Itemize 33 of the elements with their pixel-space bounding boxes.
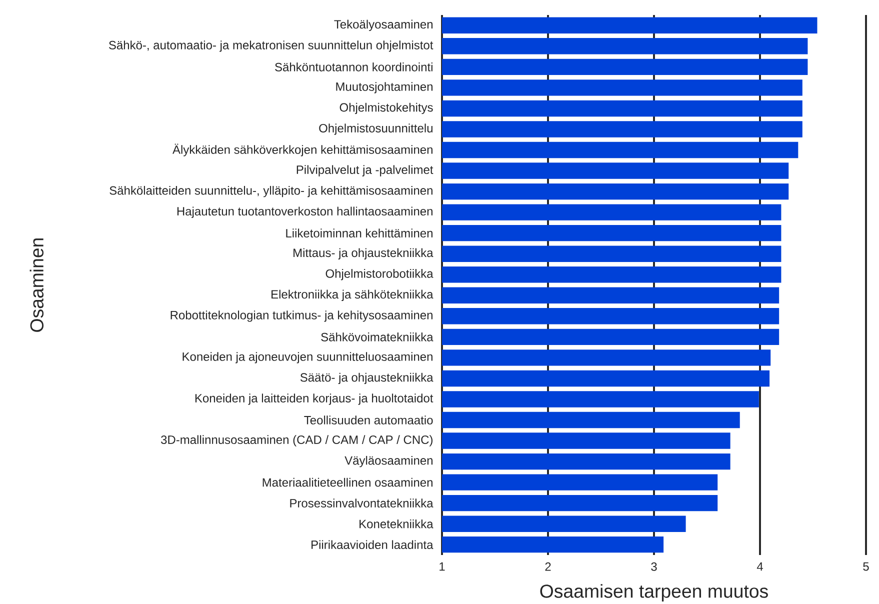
y-tick-label: Säätö- ja ohjaustekniikka (300, 372, 434, 384)
y-tick-label: Muutosjohtaminen (336, 82, 432, 94)
y-tick-label: Ohjelmistorobotiikka (326, 269, 434, 280)
y-axis-title: Osaaminen (30, 238, 44, 332)
y-tick-label: Liiketoiminnan kehittäminen (286, 228, 432, 238)
y-tick-label: Sähkövoimatekniikka (321, 332, 434, 342)
y-tick-label: Väyläosaaminen (344, 456, 432, 468)
y-tick-label: Piirikaavioiden laadinta (312, 540, 434, 550)
x-tick-label: 3 (651, 562, 657, 571)
x-tick-label: 5 (863, 562, 869, 571)
y-tick-label: Pilvipalvelut ja -palvelimet (296, 165, 434, 176)
y-tick-label: Sähkö-, automaatio- ja mekatronisen suunnittelun ohjelmistot (108, 40, 434, 52)
y-tick-label: Mittaus- ja ohjaustekniikka (294, 248, 434, 260)
y-tick-label: Koneiden ja laitteiden korjaus- ja huoltotaidot (195, 394, 434, 405)
x-axis-title: Osaamisen tarpeen muutos (540, 584, 768, 602)
x-tick-label: 1 (440, 562, 445, 571)
y-tick-label: Robottiteknologian tutkimus- ja kehitysosaaminen (170, 310, 432, 322)
y-tick-label: Sähköntuotannon koordinointi (275, 62, 432, 72)
y-tick-label: Ohjelmistokehitys (340, 102, 433, 114)
x-tick-label: 2 (545, 562, 551, 571)
y-tick-label: Materiaalitieteellinen osaaminen (262, 478, 432, 487)
y-tick-label: Elektroniikka ja sähkötekniikka (272, 290, 434, 301)
y-tick-label: 3D-mallinnusosaaminen (CAD / CAM / CAP / CNC) (161, 435, 432, 446)
y-tick-label: Hajautetun tuotantoverkoston hallintaosaaminen (177, 206, 432, 218)
y-tick-label: Koneiden ja ajoneuvojen suunnitteluosaaminen (182, 352, 432, 364)
x-tick-label: 4 (756, 562, 763, 571)
y-tick-label: Konetekniikka (360, 519, 434, 528)
y-tick-label: Tekoälyosaaminen (334, 20, 432, 31)
y-tick-label: Prosessinvalvontatekniikka (290, 498, 434, 508)
y-tick-label: Teollisuuden automaatio (304, 416, 433, 424)
y-tick-label: Älykkäiden sähköverkkojen kehittämisosaaminen (172, 144, 432, 156)
y-tick-label: Sähkölaitteiden suunnittelu-, ylläpito- ja kehittämisosaaminen (110, 186, 432, 198)
y-tick-label: Ohjelmistosuunnittelu (319, 124, 432, 135)
